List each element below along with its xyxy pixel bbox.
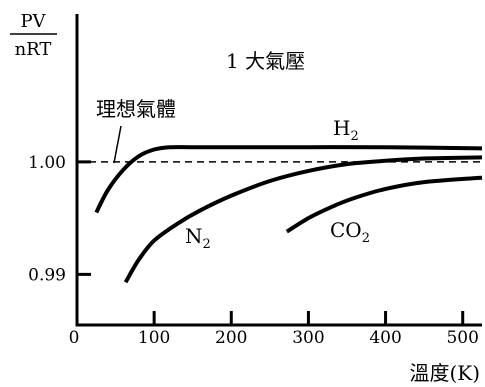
y-tick-label: 0.99: [28, 265, 66, 285]
n2-label: N2: [185, 224, 211, 252]
x-axis-label: 溫度(K): [409, 361, 480, 385]
chart-title: 1 大氣壓: [226, 49, 305, 73]
x-tick-label: 0: [69, 328, 80, 348]
y-label-numerator: PV: [20, 11, 46, 32]
co2-label: CO2: [330, 218, 370, 246]
curves: [77, 145, 483, 284]
x-tick-label: 200: [215, 328, 247, 348]
n2-curve: [123, 155, 483, 284]
x-tick-label: 400: [369, 328, 401, 348]
x-tick-label: 300: [292, 328, 324, 348]
x-tick-label: 500: [446, 328, 478, 348]
ticks: 0 100 200 300 400 500 0.99 1.00: [28, 153, 479, 348]
h2-curve: [94, 145, 483, 214]
y-tick-label: 1.00: [28, 153, 66, 173]
labels: H2 N2 CO2 理想氣體 1 大氣壓 PV nRT 溫度(K): [10, 11, 480, 385]
x-tick-label: 100: [138, 328, 170, 348]
ideal-gas-leader: [113, 125, 122, 164]
h2-label: H2: [333, 116, 359, 144]
co2-curve: [285, 175, 483, 234]
ideal-gas-label: 理想氣體: [96, 97, 176, 121]
y-label-denominator: nRT: [15, 39, 52, 60]
